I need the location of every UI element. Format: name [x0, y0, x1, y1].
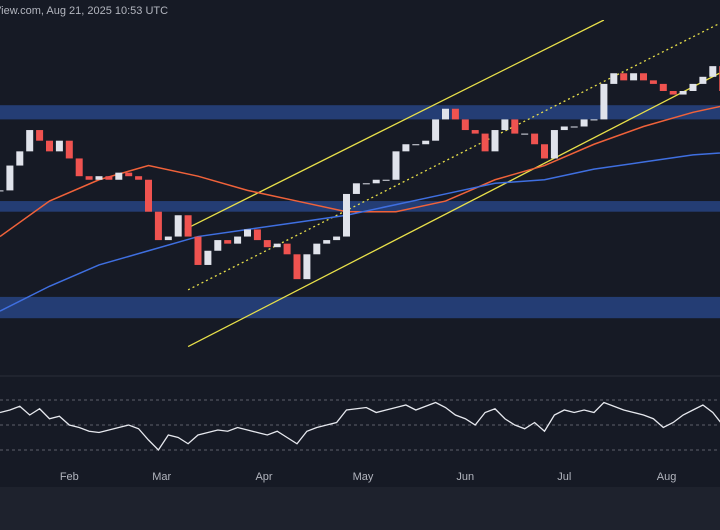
candle: [333, 236, 341, 241]
candle: [570, 126, 578, 128]
candle: [263, 240, 271, 248]
candle: [214, 240, 222, 251]
x-tick-label: Jul: [557, 471, 571, 483]
rsi-pane: [0, 399, 720, 452]
candle: [115, 172, 123, 180]
candle: [610, 73, 618, 84]
candle: [352, 183, 360, 194]
candle: [461, 119, 469, 131]
candle: [382, 179, 390, 181]
moving-average: [0, 105, 720, 238]
candle: [699, 76, 707, 84]
candle: [36, 130, 44, 141]
candle: [234, 236, 242, 244]
x-axis: Feb Mar Apr May Jun Jul Aug: [60, 471, 677, 483]
candle: [531, 133, 539, 145]
candle: [412, 144, 420, 146]
candle: [362, 183, 370, 185]
candle: [125, 172, 133, 177]
candle: [630, 73, 638, 81]
candle: [293, 254, 301, 280]
candle: [95, 176, 103, 180]
candle: [184, 215, 192, 237]
candle: [372, 179, 380, 184]
candle: [55, 140, 63, 152]
x-tick-label: Feb: [60, 471, 79, 483]
candle: [204, 250, 212, 265]
candle: [689, 83, 697, 91]
candle: [521, 133, 529, 135]
candle: [154, 211, 162, 241]
candle: [253, 229, 261, 241]
candle: [244, 229, 251, 237]
zone: [0, 201, 720, 212]
candle: [541, 144, 548, 159]
main-pane: [0, 20, 720, 348]
candle: [164, 236, 172, 241]
x-tick-label: Jun: [456, 471, 474, 483]
zone: [0, 105, 720, 120]
trendline: [187, 22, 720, 291]
candle: [26, 130, 34, 152]
candle: [620, 73, 628, 81]
candle: [550, 130, 558, 159]
candle: [402, 144, 410, 152]
candle: [323, 240, 331, 244]
candle: [194, 236, 202, 265]
candle: [0, 190, 4, 192]
candle: [16, 151, 24, 166]
candle: [422, 140, 430, 145]
candle: [501, 119, 509, 131]
candle: [709, 66, 717, 77]
candle: [432, 119, 440, 141]
candle: [105, 176, 113, 180]
candle: [442, 108, 449, 120]
footer-bar: [0, 487, 720, 530]
candle: [283, 243, 291, 255]
trendline: [187, 72, 720, 348]
plot-bg: [0, 0, 720, 487]
candle: [649, 80, 657, 84]
candle: [65, 140, 73, 159]
candle: [471, 130, 479, 134]
candle: [669, 91, 677, 95]
candle: [590, 119, 598, 121]
candle: [679, 91, 687, 95]
candle: [491, 130, 499, 152]
candle: [85, 176, 93, 180]
candle: [481, 133, 489, 152]
candle: [135, 176, 143, 180]
x-tick-label: May: [353, 471, 374, 483]
candle: [46, 140, 53, 152]
candle: [580, 119, 588, 127]
header: View.com, Aug 21, 2025 10:53 UTC: [0, 5, 168, 17]
candle: [224, 240, 232, 244]
moving-average: [0, 152, 720, 312]
candle: [640, 73, 647, 81]
trendline: [184, 20, 605, 231]
candle: [75, 158, 83, 177]
candle: [303, 254, 311, 280]
zone: [0, 296, 720, 319]
candle: [659, 83, 667, 91]
rsi-line: [0, 401, 720, 452]
candle: [560, 126, 568, 131]
candle: [273, 243, 281, 248]
candle: [451, 108, 459, 120]
x-tick-label: Apr: [255, 471, 272, 483]
candle: [313, 243, 321, 255]
candle: [145, 179, 152, 212]
candle: [600, 83, 608, 120]
candle: [511, 119, 519, 134]
candle: [343, 193, 350, 237]
x-tick-label: Aug: [657, 471, 677, 483]
candle: [174, 215, 182, 237]
x-tick-label: Mar: [152, 471, 171, 483]
candle: [6, 165, 14, 191]
candle: [392, 151, 400, 180]
